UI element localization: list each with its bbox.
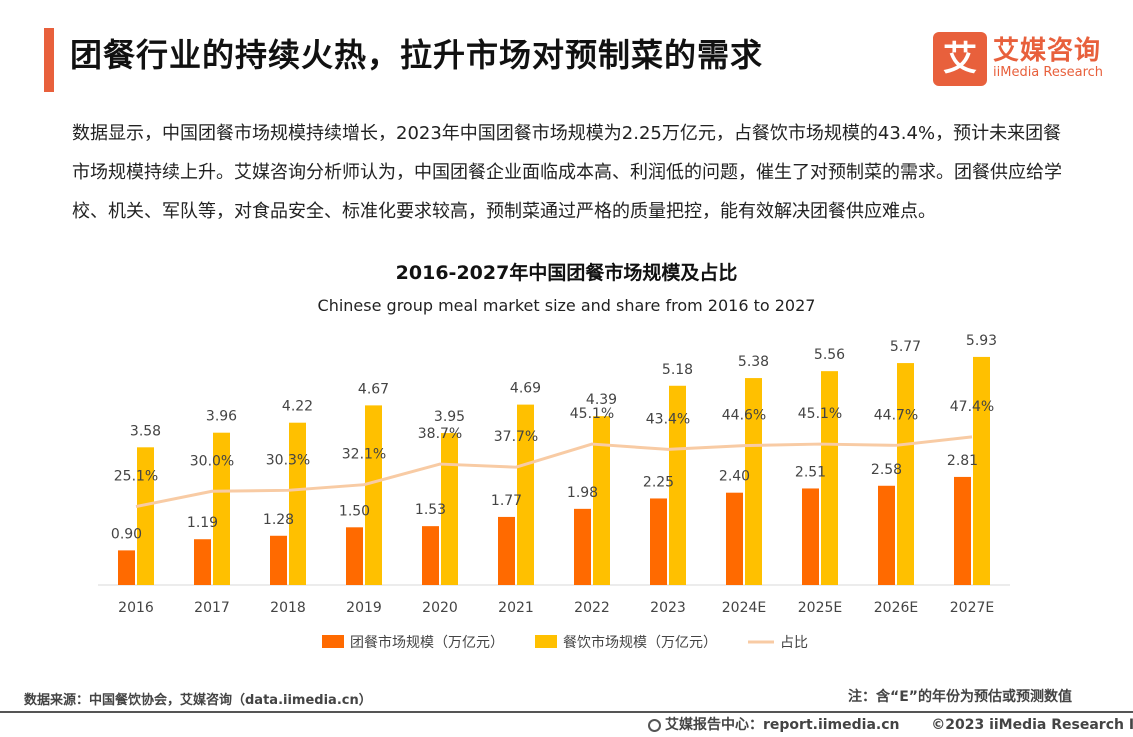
x-tick-label: 2026E — [874, 600, 918, 616]
group-meal-bar — [270, 535, 287, 585]
share-value-label: 25.1% — [114, 469, 158, 485]
report-center-link[interactable]: 艾媒报告中心：report.iimedia.cn — [665, 717, 900, 733]
catering-value-label: 3.58 — [130, 423, 161, 439]
catering-bar — [441, 433, 458, 585]
iimedia-logo: 艾 艾媒咨询 iiMedia Research — [933, 28, 1123, 88]
footer-divider — [0, 711, 1133, 713]
group-meal-bar — [802, 488, 819, 585]
catering-bar — [289, 422, 306, 585]
copyright-text: ©2023 iiMedia Research Inc — [931, 717, 1133, 733]
legend-catering-swatch — [535, 635, 557, 648]
footer-right: 艾媒报告中心：report.iimedia.cn ©2023 iiMedia R… — [648, 714, 1133, 734]
group-meal-bar — [118, 550, 135, 585]
catering-value-label: 5.93 — [966, 333, 997, 349]
catering-bar — [365, 405, 382, 585]
catering-value-label: 5.56 — [814, 347, 845, 363]
x-tick-label: 2021 — [498, 600, 534, 616]
x-tick-label: 2018 — [270, 600, 306, 616]
x-tick-label: 2022 — [574, 600, 610, 616]
group-meal-value-label: 0.90 — [111, 526, 142, 542]
page-title: 团餐行业的持续火热，拉升市场对预制菜的需求 — [70, 36, 764, 74]
catering-value-label: 5.77 — [890, 339, 921, 355]
group-meal-bar — [878, 485, 895, 585]
title-accent-bar — [44, 28, 54, 92]
catering-value-label: 5.38 — [738, 354, 769, 370]
catering-bar — [213, 432, 230, 585]
x-tick-label: 2025E — [798, 600, 842, 616]
x-tick-label: 2016 — [118, 600, 154, 616]
group-meal-value-label: 1.98 — [567, 485, 598, 501]
group-meal-bar — [194, 539, 211, 585]
logo-en-text: iiMedia Research — [993, 65, 1104, 80]
catering-value-label: 4.22 — [282, 399, 313, 415]
group-meal-bar — [498, 516, 515, 585]
catering-bar — [593, 416, 610, 585]
logo-mark: 艾 — [933, 32, 987, 86]
share-value-label: 43.4% — [646, 411, 690, 427]
group-meal-value-label: 2.51 — [795, 464, 826, 480]
chart-subtitle: Chinese group meal market size and share… — [317, 296, 816, 315]
chart-title: 2016-2027年中国团餐市场规模及占比 — [395, 262, 738, 284]
group-meal-value-label: 2.81 — [947, 453, 978, 469]
group-meal-value-label: 2.40 — [719, 469, 750, 485]
x-tick-label: 2019 — [346, 600, 382, 616]
group-meal-bar — [574, 508, 591, 585]
share-value-label: 38.7% — [418, 426, 462, 442]
logo-mark-text: 艾 — [943, 39, 977, 79]
share-value-label: 37.7% — [494, 429, 538, 445]
group-meal-bar — [422, 526, 439, 585]
catering-value-label: 4.69 — [510, 381, 541, 397]
group-meal-value-label: 1.28 — [263, 512, 294, 528]
estimate-note: 注：含“E”的年份为预估或预测数值 — [848, 689, 1072, 705]
group-meal-value-label: 1.19 — [187, 515, 218, 531]
share-value-label: 30.3% — [266, 452, 310, 468]
group-meal-bar — [650, 498, 667, 585]
catering-bar — [137, 447, 154, 585]
x-tick-label: 2020 — [422, 600, 458, 616]
legend-group-meal-label: 团餐市场规模（万亿元） — [350, 634, 504, 651]
share-line — [135, 435, 973, 509]
data-source: 数据来源：中国餐饮协会，艾媒咨询（data.iimedia.cn） — [24, 693, 372, 708]
share-value-label: 45.1% — [570, 406, 614, 422]
legend-share-label: 占比 — [780, 635, 808, 651]
catering-bar — [973, 356, 990, 585]
globe-icon — [648, 719, 661, 732]
group-meal-value-label: 1.77 — [491, 493, 522, 509]
catering-bar — [821, 371, 838, 585]
logo-cn-text: 艾媒咨询 — [993, 36, 1102, 66]
catering-value-label: 4.67 — [358, 381, 389, 397]
catering-value-label: 3.95 — [434, 409, 465, 425]
share-value-label: 30.0% — [190, 453, 234, 469]
share-value-label: 44.7% — [874, 407, 918, 423]
catering-value-label: 3.96 — [206, 409, 237, 425]
legend-catering-label: 餐饮市场规模（万亿元） — [563, 634, 717, 651]
group-meal-value-label: 1.53 — [415, 502, 446, 518]
x-tick-label: 2017 — [194, 600, 230, 616]
catering-bar — [669, 385, 686, 585]
share-value-label: 44.6% — [722, 408, 766, 424]
share-value-label: 47.4% — [950, 399, 994, 415]
x-tick-label: 2027E — [950, 600, 994, 616]
catering-bar — [745, 378, 762, 585]
group-meal-value-label: 1.50 — [339, 503, 370, 519]
catering-value-label: 5.18 — [662, 362, 693, 378]
group-meal-bar — [954, 476, 971, 585]
share-value-label: 45.1% — [798, 406, 842, 422]
group-meal-value-label: 2.25 — [643, 474, 674, 490]
group-meal-value-label: 2.58 — [871, 462, 902, 478]
catering-value-label: 4.39 — [586, 392, 617, 408]
catering-bar — [517, 404, 534, 585]
legend-group-meal-swatch — [322, 635, 344, 648]
x-tick-label: 2024E — [722, 600, 766, 616]
catering-bar — [897, 363, 914, 585]
group-meal-bar — [726, 492, 743, 585]
x-tick-label: 2023 — [650, 600, 686, 616]
summary-paragraph: 数据显示，中国团餐市场规模持续增长，2023年中国团餐市场规模为2.25万亿元，… — [72, 123, 1062, 222]
share-value-label: 32.1% — [342, 447, 386, 463]
group-meal-bar — [346, 527, 363, 585]
